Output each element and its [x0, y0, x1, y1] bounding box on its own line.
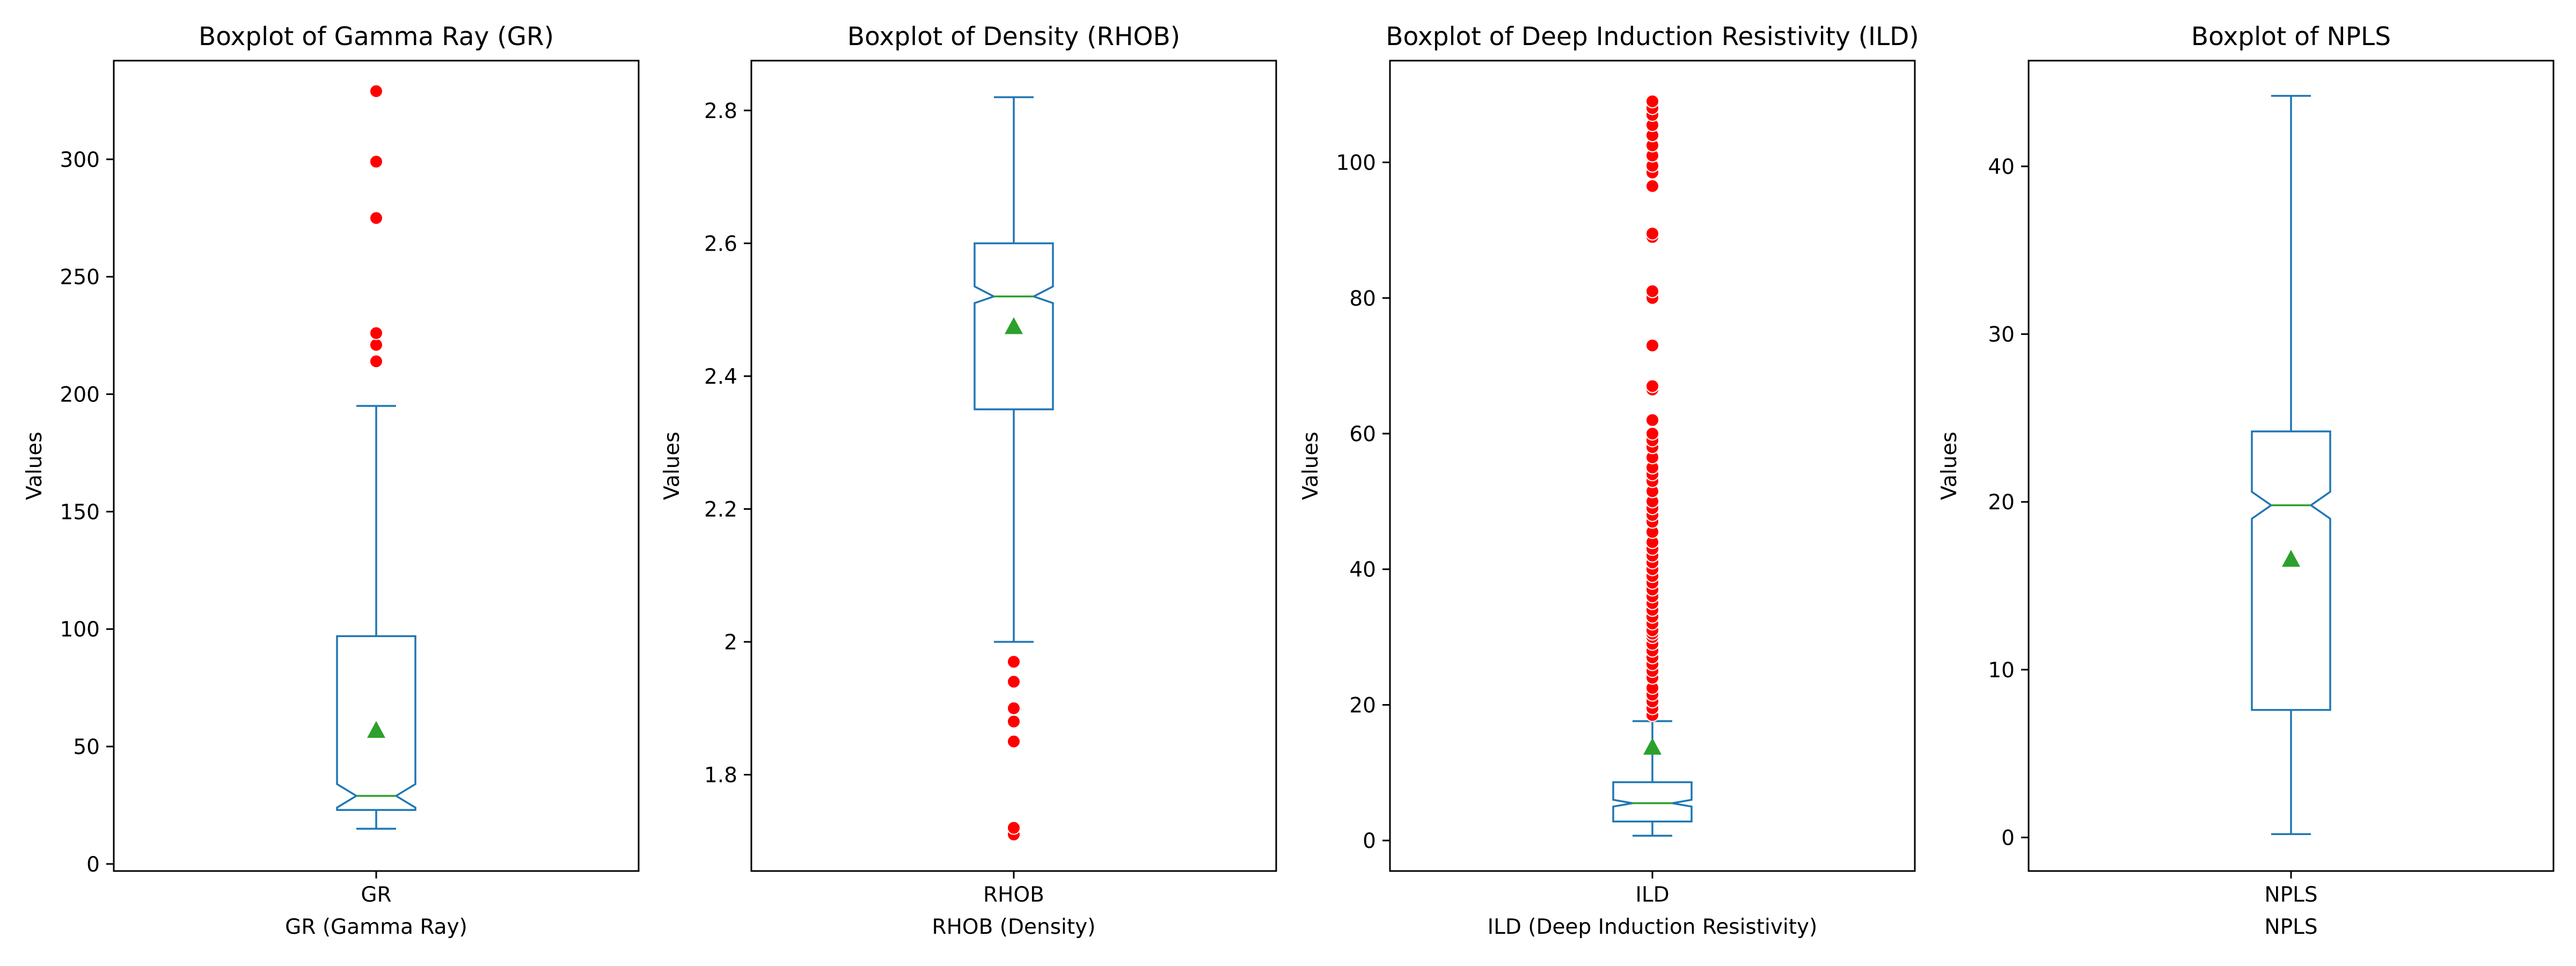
outlier-point: [1645, 226, 1659, 241]
y-tick-label: 300: [60, 148, 100, 172]
outlier-point: [369, 326, 383, 340]
y-tick-label: 2.4: [704, 365, 737, 389]
x-axis-label: GR (Gamma Ray): [285, 915, 467, 939]
mean-marker: [1643, 737, 1662, 755]
plot-frame: [2028, 60, 2555, 872]
y-tick-label: 40: [1349, 558, 1376, 582]
y-tick-label: 30: [1988, 323, 2015, 347]
outlier-point: [1645, 426, 1659, 441]
y-tick-label: 0: [2001, 826, 2015, 850]
x-axis-label: RHOB (Density): [932, 915, 1096, 939]
y-tick-label: 80: [1349, 287, 1376, 311]
x-tick-label: GR: [361, 883, 391, 907]
plot-frame: [113, 60, 640, 872]
plot-frame: [1389, 60, 1916, 872]
outlier-point: [1645, 179, 1659, 193]
outlier-point: [1007, 675, 1021, 689]
y-tick-label: 1.8: [704, 764, 737, 788]
plot-frame: [750, 60, 1277, 872]
outlier-point: [1645, 284, 1659, 298]
y-tick-label: 20: [1349, 693, 1376, 718]
y-tick-label: 60: [1349, 422, 1376, 447]
mean-marker: [1005, 317, 1023, 334]
outlier-point: [369, 211, 383, 225]
chart-panel-ild: Boxplot of Deep Induction Resistivity (I…: [1299, 22, 1919, 939]
y-tick-label: 2.8: [704, 99, 737, 123]
chart-title: Boxplot of Deep Induction Resistivity (I…: [1386, 22, 1919, 52]
outlier-point: [369, 155, 383, 169]
outlier-point: [1007, 701, 1021, 715]
outlier-point: [369, 354, 383, 369]
chart-title: Boxplot of Density (RHOB): [847, 22, 1180, 52]
outlier-point: [1645, 413, 1659, 427]
y-tick-label: 100: [60, 618, 100, 642]
y-axis-label: Values: [1299, 431, 1323, 500]
outlier-point: [1645, 338, 1659, 353]
y-tick-label: 250: [60, 266, 100, 290]
y-tick-label: 100: [1336, 151, 1376, 175]
x-tick-label: ILD: [1635, 883, 1669, 907]
y-tick-label: 20: [1988, 491, 2015, 515]
x-axis-label: ILD (Deep Induction Resistivity): [1488, 915, 1818, 939]
notched-box: [2251, 430, 2331, 711]
chart-panel-gr: Boxplot of Gamma Ray (GR) 0 50 100 150 200 250…: [23, 22, 640, 939]
chart-title: Boxplot of Gamma Ray (GR): [199, 22, 554, 52]
x-axis-label: NPLS: [2264, 915, 2317, 939]
outlier-point: [1645, 94, 1659, 108]
notched-box: [1612, 781, 1693, 823]
mean-marker: [2282, 550, 2300, 567]
y-tick-label: 150: [60, 500, 100, 524]
x-tick-label: NPLS: [2264, 883, 2317, 907]
outlier-point: [1007, 714, 1021, 729]
notched-box: [336, 635, 416, 811]
chart-title: Boxplot of NPLS: [2191, 22, 2391, 52]
y-tick-label: 0: [1363, 829, 1376, 853]
y-tick-label: 2: [724, 631, 737, 655]
y-tick-label: 10: [1988, 658, 2015, 683]
y-axis-label: Values: [660, 431, 684, 500]
y-axis-label: Values: [1937, 431, 1962, 500]
chart-panel-rhob: Boxplot of Density (RHOB) 1.8 2 2.2 2.4 2.6 2.…: [660, 22, 1277, 939]
y-tick-label: 0: [86, 853, 100, 877]
outlier-point: [1007, 655, 1021, 669]
y-tick-label: 2.6: [704, 232, 737, 256]
y-tick-label: 200: [60, 383, 100, 407]
outlier-point: [1645, 379, 1659, 393]
y-axis-label: Values: [23, 431, 47, 500]
y-tick-label: 50: [73, 735, 100, 759]
y-tick-label: 40: [1988, 155, 2015, 179]
y-tick-label: 2.2: [704, 497, 737, 522]
chart-panel-npls: Boxplot of NPLS 0 10 20 30 40 NPLS NPLS Values: [1937, 22, 2555, 939]
outlier-point: [369, 338, 383, 352]
mean-marker: [367, 721, 385, 738]
outlier-point: [1007, 734, 1021, 749]
notched-box: [974, 242, 1054, 411]
x-tick-label: RHOB: [983, 883, 1044, 907]
outlier-point: [1007, 821, 1021, 835]
outlier-point: [369, 84, 383, 98]
